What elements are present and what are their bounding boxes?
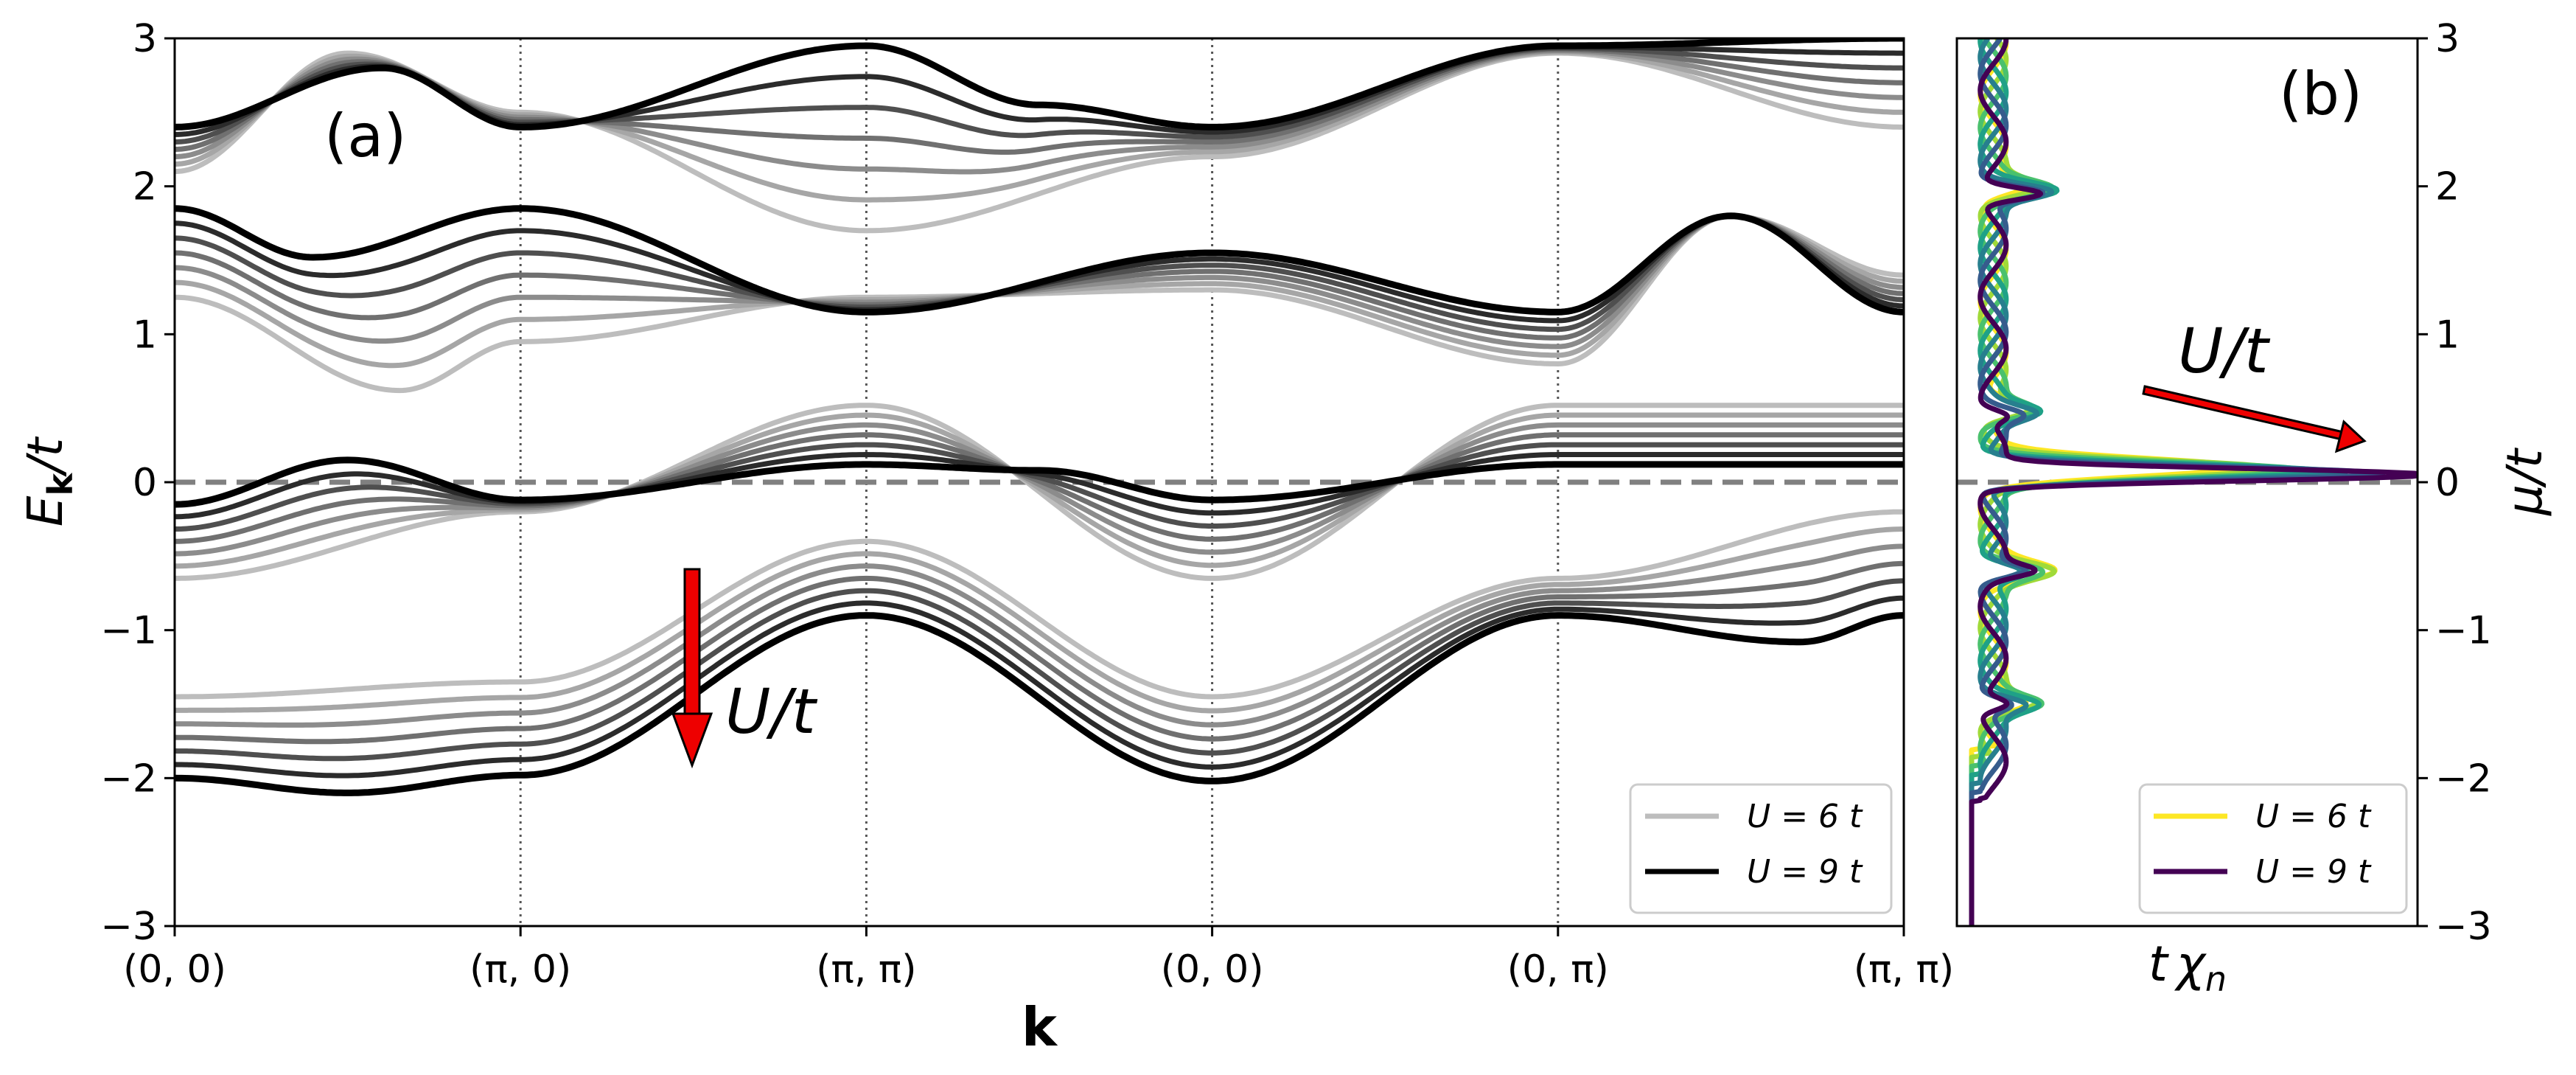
- x-label-t: t: [2149, 936, 2169, 992]
- legend-label-b-u9: U = 9 t: [2255, 853, 2372, 891]
- y-label-over-t: /t: [17, 436, 74, 477]
- x-tick-label: (π, 0): [470, 947, 571, 992]
- band-line: [175, 50, 1904, 234]
- mu-tick-label: −2: [2435, 756, 2492, 801]
- panel-b-x-axis-label: t χn: [2149, 936, 2227, 999]
- band-line: [175, 509, 1904, 700]
- y-tick-label: −1: [100, 609, 157, 653]
- band-line: [175, 403, 1904, 581]
- panel-b-legend: U = 6 t U = 9 t: [2138, 783, 2408, 914]
- x-tick-label: (π, π): [1854, 947, 1954, 992]
- panel-a-x-axis-label: k: [1022, 996, 1058, 1058]
- y-tick-label: 2: [133, 165, 157, 209]
- mu-tick-label: −1: [2435, 609, 2492, 653]
- mu-tick-label: 0: [2435, 461, 2460, 505]
- band-line: [175, 526, 1904, 714]
- panel-a-x-ticks: (0, 0) (π, 0) (π, π) (0, 0) (0, π) (π, π): [123, 926, 1954, 992]
- band-line: [175, 452, 1904, 520]
- band-line: [175, 560, 1904, 745]
- y-tick-label: 1: [133, 313, 157, 357]
- legend-label-b-u6: U = 6 t: [2255, 798, 2372, 835]
- legend-label-u6: U = 6 t: [1747, 798, 1863, 835]
- band-line: [175, 205, 1904, 316]
- band-line: [175, 213, 1904, 333]
- y-tick-label: 0: [133, 461, 157, 505]
- band-line: [175, 412, 1904, 569]
- panel-b-u-arrow: [2142, 385, 2367, 453]
- band-line: [175, 456, 1904, 508]
- mu-tick-label: 2: [2435, 165, 2460, 209]
- band-structure-lines: [175, 38, 1904, 796]
- band-line: [175, 422, 1904, 557]
- panel-b-y-ticks: −3 −2 −1 0 1 2 3: [2418, 17, 2492, 949]
- band-line: [175, 612, 1904, 796]
- x-tick-label: (0, 0): [123, 947, 226, 992]
- mu-tick-label: −3: [2435, 905, 2492, 949]
- panel-b: −3 −2 −1 0 1 2 3 (b) t χn μ/t U/t U = 6 t U = 9…: [1955, 17, 2553, 999]
- panel-b-label: (b): [2279, 60, 2362, 128]
- y-tick-label: −3: [100, 905, 157, 949]
- panel-a-legend: U = 6 t U = 9 t: [1629, 783, 1893, 914]
- panel-b-arrow-label: U/t: [2178, 315, 2271, 387]
- svg-text:tχn: t χn: [2149, 936, 2227, 999]
- svg-text:Ek/t: Ek/t: [17, 436, 80, 527]
- legend-label-u9: U = 9 t: [1747, 853, 1863, 891]
- panel-a: −3 −2 −1 0 1 2 3 (0, 0) (π, 0) (π, π) (0, 0) (0, π…: [17, 17, 1954, 1058]
- y-label-k-sub: k: [41, 473, 80, 496]
- y-label-e: E: [17, 495, 74, 526]
- band-line: [175, 578, 1904, 762]
- panel-a-y-ticks: −3 −2 −1 0 1 2 3: [100, 17, 175, 949]
- panel-a-y-axis-label: Ek/t: [17, 436, 80, 527]
- chi-line: [1969, 38, 2418, 926]
- x-tick-label: (0, 0): [1161, 947, 1264, 992]
- susceptibility-lines: [1969, 38, 2418, 926]
- x-label-n-sub: n: [2205, 959, 2227, 999]
- panel-a-label: (a): [324, 102, 406, 170]
- panel-a-u-arrow: [671, 568, 713, 769]
- band-line: [175, 49, 1904, 203]
- band-line: [175, 48, 1904, 175]
- band-line: [175, 543, 1904, 728]
- panel-b-y-axis-label: μ/t: [2496, 448, 2553, 516]
- band-line: [175, 595, 1904, 779]
- band-line: [175, 38, 1904, 131]
- mu-tick-label: 3: [2435, 17, 2460, 61]
- k-point-gridlines: [519, 38, 1560, 926]
- x-tick-label: (0, π): [1507, 947, 1609, 992]
- x-label-chi: χ: [2174, 936, 2207, 992]
- y-tick-label: 3: [133, 17, 157, 61]
- band-line: [175, 442, 1904, 532]
- mu-tick-label: 1: [2435, 313, 2460, 357]
- band-line: [175, 432, 1904, 544]
- x-tick-label: (π, π): [816, 947, 916, 992]
- panel-a-arrow-label: U/t: [725, 675, 818, 748]
- y-tick-label: −2: [100, 756, 157, 801]
